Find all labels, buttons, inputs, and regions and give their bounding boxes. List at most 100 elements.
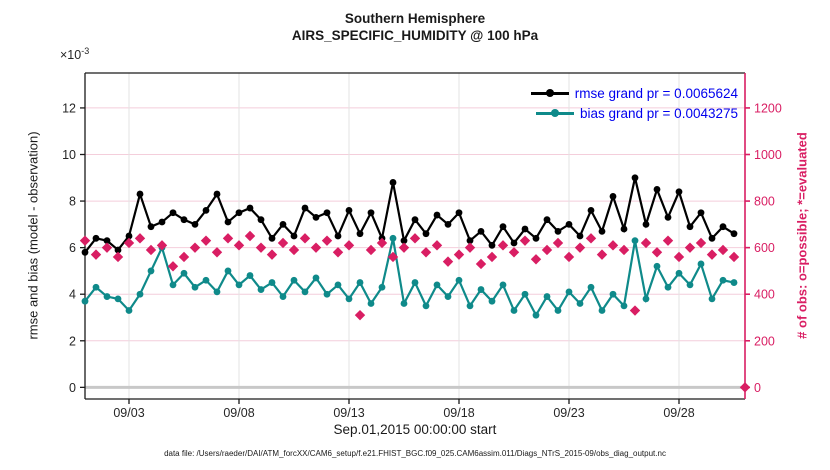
obs-count-series-marker: [387, 251, 399, 263]
bias-series-marker: [719, 276, 727, 284]
left-y-tick-label: 6: [69, 241, 76, 255]
bias-series-marker: [213, 288, 221, 296]
bias-series-marker: [345, 295, 353, 303]
rmse-series-marker: [444, 220, 452, 228]
obs-count-series-marker: [266, 249, 278, 260]
rmse-series-marker: [697, 209, 705, 217]
rmse-series-marker: [202, 206, 210, 214]
obs-count-series-marker: [288, 244, 300, 256]
bias-series-marker: [147, 267, 155, 275]
x-tick-label: 09/03: [113, 406, 144, 420]
obs-count-series-marker: [398, 242, 410, 253]
x-tick-label: 09/28: [663, 406, 694, 420]
rmse-series-marker: [389, 179, 397, 186]
chart-title: Southern Hemisphere AIRS_SPECIFIC_HUMIDI…: [85, 10, 745, 44]
bias-series-marker: [455, 276, 463, 284]
bias-series-marker: [653, 262, 661, 270]
rmse-series-marker: [455, 209, 463, 217]
bias-series-line: [84, 238, 735, 318]
rmse-series-marker: [257, 216, 265, 224]
bias-series-marker: [488, 297, 496, 305]
obs-count-series-marker: [167, 261, 179, 272]
left-y-tick-label: 0: [69, 381, 76, 395]
obs-count-series-marker: [739, 382, 751, 393]
bias-series-marker: [411, 279, 419, 286]
bias-series-marker: [532, 311, 540, 319]
rmse-series-marker: [312, 213, 320, 221]
bias-series-marker: [664, 283, 672, 291]
bias-series-marker: [323, 290, 331, 298]
obs-count-series-marker: [332, 247, 344, 258]
rmse-series-marker: [301, 204, 309, 212]
right-y-tick-label: 200: [754, 334, 775, 348]
bias-series-marker: [565, 288, 573, 296]
obs-count-series-marker: [233, 240, 245, 251]
obs-count-series-marker: [299, 233, 311, 244]
rmse-series-marker: [136, 190, 144, 198]
obs-count-series-marker: [706, 249, 718, 260]
rmse-series-marker: [213, 190, 221, 198]
rmse-series-marker: [356, 230, 364, 238]
bias-series-marker: [422, 302, 430, 310]
obs-count-series-marker: [376, 237, 388, 249]
obs-count-series-marker: [695, 237, 707, 249]
obs-count-series-marker: [541, 244, 553, 256]
obs-count-series-marker: [574, 242, 586, 253]
rmse-series-marker: [158, 218, 166, 226]
rmse-series-marker: [543, 216, 551, 224]
obs-count-series-marker: [321, 235, 333, 246]
rmse-series-marker: [334, 232, 342, 240]
obs-count-series-marker: [156, 240, 168, 251]
x-axis-label: Sep.01,2015 00:00:00 start: [333, 422, 497, 437]
obs-count-series-marker: [662, 235, 674, 246]
obs-count-series-marker: [255, 242, 267, 253]
bias-series-marker: [389, 234, 397, 242]
bias-series-marker: [81, 297, 89, 305]
bias-series-marker: [598, 307, 606, 314]
rmse-series-marker: [92, 234, 100, 242]
obs-count-series-marker: [211, 247, 223, 258]
bias-series-marker: [169, 281, 177, 289]
rmse-series-marker: [675, 188, 683, 196]
obs-count-series-marker: [178, 251, 190, 263]
rmse-series-marker: [653, 186, 661, 193]
bias-series-marker: [499, 281, 507, 289]
obs-count-series-marker: [717, 244, 729, 256]
rmse-series-marker: [488, 241, 496, 249]
bias-series-marker: [466, 302, 474, 310]
obs-count-series-marker: [464, 242, 476, 253]
obs-count-series-marker: [145, 244, 157, 256]
obs-count-series-marker: [552, 237, 564, 249]
bias-series-marker: [235, 281, 243, 289]
bias-line-swatch: [536, 109, 574, 118]
bias-series-marker: [686, 281, 694, 289]
bias-series-marker: [224, 267, 232, 275]
obs-count-series-marker: [607, 240, 619, 251]
rmse-series-marker: [664, 213, 672, 221]
bias-series-marker: [642, 295, 650, 303]
bias-series-marker: [290, 276, 298, 284]
x-tick-label: 09/23: [553, 406, 584, 420]
obs-count-series-marker: [134, 233, 146, 244]
rmse-series-marker: [477, 227, 485, 235]
legend-label-bias: bias grand pr = 0.0043275: [580, 106, 738, 121]
obs-count-series-marker: [530, 254, 542, 265]
rmse-series-marker: [103, 237, 111, 245]
left-y-tick-label: 12: [62, 101, 76, 115]
right-y-tick-label: 1200: [754, 101, 782, 115]
rmse-series-marker: [400, 237, 408, 245]
obs-count-series-marker: [629, 305, 641, 316]
rmse-series-marker: [642, 220, 650, 228]
bias-series-marker: [378, 283, 386, 291]
rmse-series-marker: [510, 239, 518, 247]
bias-series-marker: [279, 293, 287, 300]
left-y-axis-label: rmse and bias (model - observation): [25, 131, 41, 340]
rmse-series-marker: [235, 209, 243, 217]
obs-count-series-marker: [519, 235, 531, 246]
obs-count-series-marker: [90, 249, 102, 260]
bias-series-marker: [246, 272, 254, 279]
rmse-series-marker: [191, 220, 199, 228]
obs-count-series-marker: [189, 242, 201, 253]
bias-series-marker: [136, 290, 144, 298]
